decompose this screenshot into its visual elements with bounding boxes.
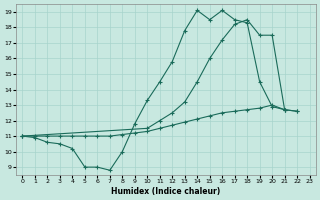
X-axis label: Humidex (Indice chaleur): Humidex (Indice chaleur) [111,187,221,196]
